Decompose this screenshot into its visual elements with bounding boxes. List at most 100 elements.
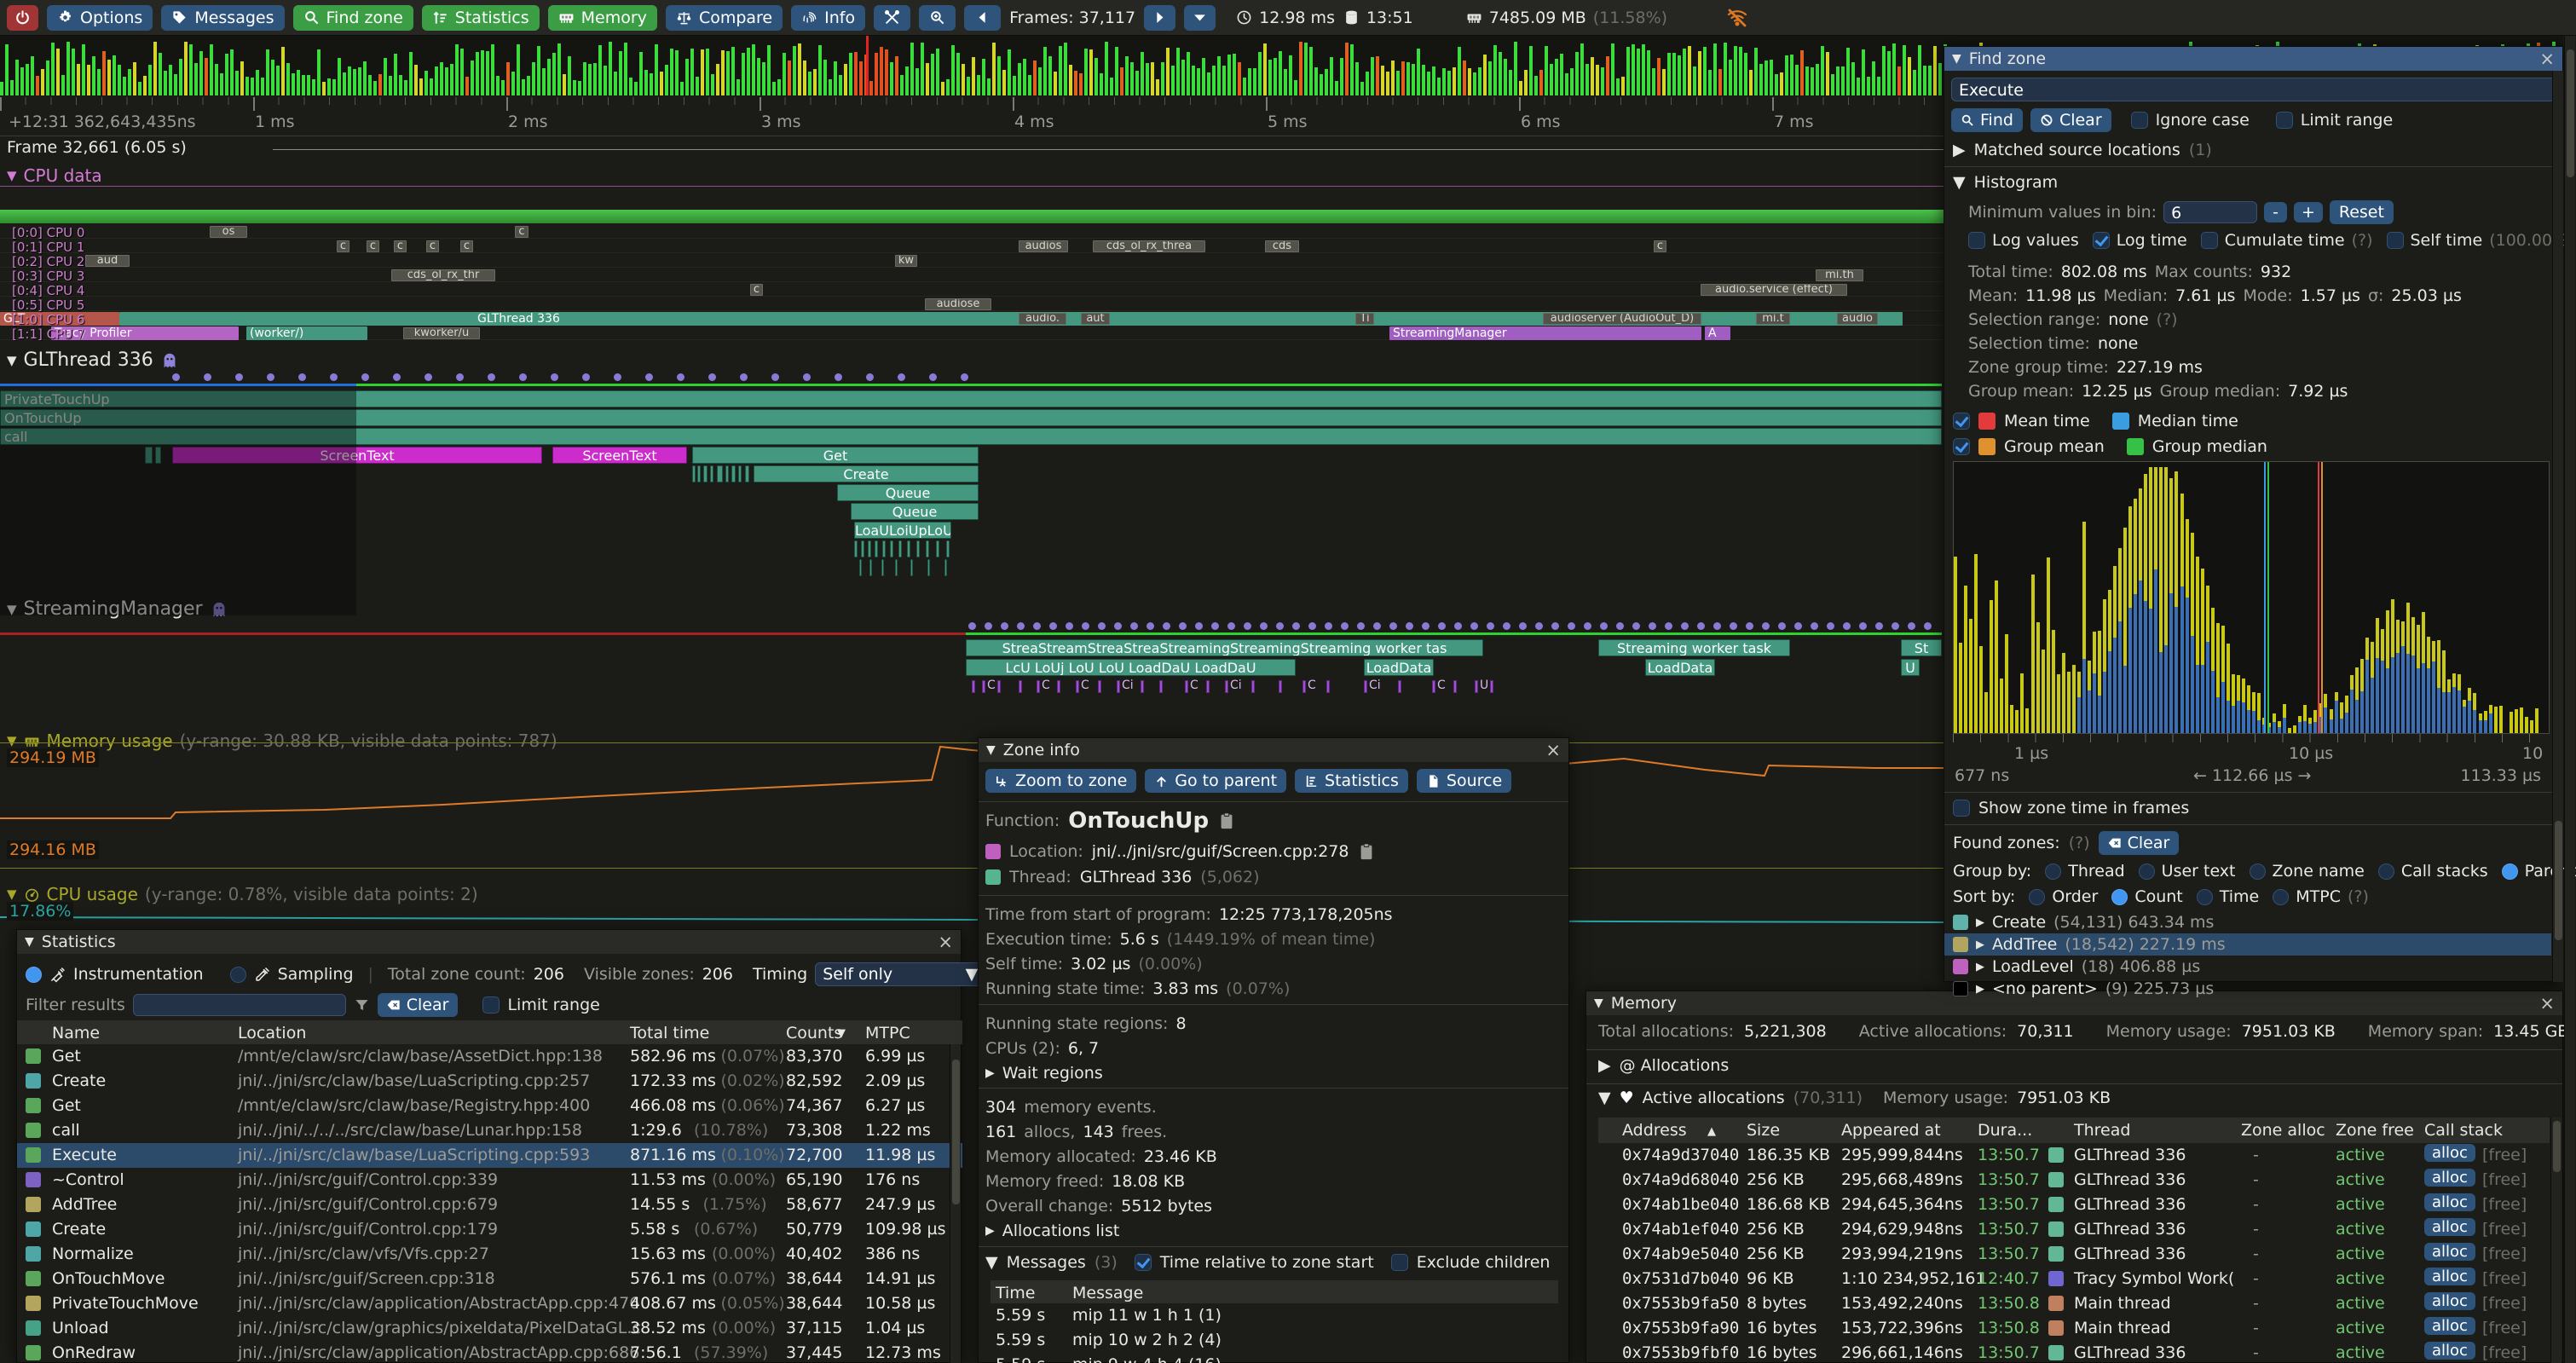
alloc-callstack-button[interactable]: alloc xyxy=(2424,1342,2475,1360)
found-zone-row[interactable]: ▶ <no parent> (9) 225.73 µs xyxy=(1944,978,2551,1000)
zone-bar[interactable]: LoadData xyxy=(1364,659,1434,676)
statistics-row[interactable]: ~Control jni/../jni/src/guif/Control.cpp:… xyxy=(17,1168,962,1193)
cpu-task-box[interactable]: cds_ol_rx_thr xyxy=(391,269,495,281)
zone-bar[interactable] xyxy=(692,465,696,482)
compare-button[interactable]: Compare xyxy=(665,4,783,31)
source-button[interactable]: Source xyxy=(1416,769,1512,793)
zone-bar[interactable] xyxy=(710,465,713,482)
statistics-row[interactable]: Unload jni/../jni/src/claw/graphics/pixel… xyxy=(17,1316,962,1341)
expander-icon[interactable]: ▶ xyxy=(1976,982,1984,996)
zone-bar[interactable]: Get xyxy=(692,447,979,464)
cpu-task-box[interactable]: mi.t xyxy=(1756,313,1790,325)
info-button[interactable]: Info xyxy=(791,4,866,31)
zone-bar[interactable] xyxy=(875,540,878,557)
statistics-row[interactable]: AddTree jni/../jni/src/guif/Control.cpp:6… xyxy=(17,1193,962,1217)
statistics-row[interactable]: Create jni/../jni/src/claw/base/LuaScript… xyxy=(17,1069,962,1094)
allocation-row[interactable]: 0x74ab9e5040 256 KB 293,994,219ns 13:50.7 GL… xyxy=(1598,1242,2550,1267)
timing-select[interactable]: Self only ▼ xyxy=(815,962,986,986)
matched-locations-expander[interactable]: ▶ Matched source locations (1) xyxy=(1953,141,2212,159)
timeline-scrollbar[interactable] xyxy=(2564,36,2575,1363)
zone-mark[interactable] xyxy=(1251,680,1255,693)
found-zone-row[interactable]: ▶ Create (54,131) 643.34 ms xyxy=(1944,911,2551,933)
zone-bar[interactable] xyxy=(745,465,749,482)
zone-bar[interactable] xyxy=(859,559,862,576)
message-row[interactable]: 5.59 s mip 10 w 2 h 2 (4) xyxy=(991,1328,1558,1353)
cpu-thread-segment[interactable] xyxy=(119,312,1903,326)
close-icon[interactable]: × xyxy=(2539,992,2555,1014)
statistics-row[interactable]: OnRedraw jni/../jni/src/claw/application/… xyxy=(17,1341,962,1363)
cpu-task-box[interactable]: c xyxy=(460,240,473,252)
memory-table-header[interactable]: Address ▲ Size Appeared at Dura... Threa… xyxy=(1598,1118,2550,1143)
zone-bar[interactable] xyxy=(703,465,708,482)
zone-bar[interactable] xyxy=(890,540,893,557)
zone-bar[interactable]: LoadData xyxy=(1645,659,1715,676)
memory-button[interactable]: Memory xyxy=(547,4,657,31)
alloc-callstack-button[interactable]: alloc xyxy=(2424,1193,2475,1211)
memory-titlebar[interactable]: ▼ Memory × xyxy=(1586,991,2562,1015)
expander-icon[interactable]: ▶ xyxy=(1976,915,1984,929)
statistics-titlebar[interactable]: ▼ Statistics × xyxy=(17,930,961,954)
zone-bar[interactable] xyxy=(145,447,153,464)
zone-bar[interactable]: call xyxy=(0,428,1942,445)
allocation-row[interactable]: 0x7553b9fa50 8 bytes 153,492,240ns 13:50.8 M… xyxy=(1598,1291,2550,1316)
zone-bar[interactable] xyxy=(717,465,723,482)
close-icon[interactable]: × xyxy=(2539,48,2555,69)
cpu-task-box[interactable]: c xyxy=(750,284,763,296)
cpu-task-box[interactable]: c xyxy=(426,240,439,252)
section-cpu-data[interactable]: ▼ CPU data xyxy=(7,165,102,186)
found-zone-row[interactable]: ▶ AddTree (18,542) 227.19 ms xyxy=(1944,933,2551,956)
zone-bar[interactable] xyxy=(725,465,729,482)
cpu-task-box[interactable]: audios xyxy=(1019,240,1068,252)
cpu-task-box[interactable]: audio. xyxy=(1019,313,1066,325)
zone-mark[interactable] xyxy=(1098,680,1101,693)
ignore-case-checkbox[interactable] xyxy=(2130,112,2148,129)
copy-icon[interactable] xyxy=(1357,842,1376,861)
zone-bar[interactable] xyxy=(731,465,736,482)
zone-mark[interactable] xyxy=(1432,680,1435,693)
cpu-task-box[interactable]: cds_ol_rx_threa xyxy=(1093,240,1205,252)
zone-mark[interactable] xyxy=(1117,680,1120,693)
alloc-callstack-button[interactable]: alloc xyxy=(2424,1317,2475,1335)
cpu-task-box[interactable]: Ti xyxy=(1355,313,1374,325)
zone-bar[interactable]: StreaStreamStreaStreaStreamingStreamingS… xyxy=(966,639,1483,656)
close-icon[interactable]: × xyxy=(1545,739,1561,760)
cpu-core-row[interactable]: aud kw [0:2] CPU 2 xyxy=(0,254,2563,269)
zone-bar[interactable] xyxy=(882,540,886,557)
allocation-row[interactable]: 0x7531d7b040 96 KB 1:10 234,952,161 12:40.7… xyxy=(1598,1267,2550,1291)
cpu-core-row[interactable]: c c c c c audios cds_ol_rx_threa cds c [0:1] CPU … xyxy=(0,240,2563,255)
zone-bar[interactable] xyxy=(898,540,902,557)
zone-bar[interactable]: OnTouchUp xyxy=(0,409,1942,426)
cpu-thread-segment[interactable]: Tracy Profiler xyxy=(51,326,239,340)
message-row[interactable]: 5.59 s mip 9 w 4 h 4 (16) xyxy=(991,1353,1558,1363)
cpu-task-box[interactable]: audio xyxy=(1837,313,1878,325)
statistics-row[interactable]: OnTouchMove jni/../jni/src/guif/Screen.cp… xyxy=(17,1267,962,1291)
statistics-button[interactable]: Statistics xyxy=(421,4,540,31)
find-zone-histogram[interactable] xyxy=(1953,461,2550,734)
zone-info-titlebar[interactable]: ▼ Zone info × xyxy=(979,738,1568,762)
options-button[interactable]: Options xyxy=(47,4,153,31)
thread-radio[interactable] xyxy=(2045,863,2062,880)
allocation-row[interactable]: 0x74ab1be040 186.68 KB 294,645,364ns 13:50.… xyxy=(1598,1193,2550,1217)
copy-icon[interactable] xyxy=(1217,811,1236,830)
zone-bar[interactable]: LoaULoiUpLoUp xyxy=(854,522,951,539)
find-zone-titlebar[interactable]: ▼ Find zone × xyxy=(1944,47,2562,71)
log-time-checkbox[interactable] xyxy=(2092,232,2110,249)
found-zone-row[interactable]: ▶ LoadLevel (18) 406.88 µs xyxy=(1944,956,2551,978)
cpu-task-box[interactable]: audioserver (AudioOut_D) xyxy=(1543,313,1701,325)
zone-mark[interactable] xyxy=(1076,680,1079,693)
zone-bar[interactable] xyxy=(910,559,913,576)
close-icon[interactable]: × xyxy=(938,931,953,952)
limit-range-checkbox[interactable] xyxy=(482,996,500,1014)
cpu-task-box[interactable]: audio.service (effect) xyxy=(1701,284,1847,296)
zone-mark[interactable] xyxy=(1141,680,1144,693)
cpu-thread-segment[interactable]: (worker/) xyxy=(246,326,367,340)
zone-bar[interactable]: Create xyxy=(754,465,979,482)
cpu-core-row[interactable]: c audio.service (effect) [0:4] CPU 4 xyxy=(0,283,2563,298)
expander-icon[interactable]: ▶ xyxy=(1976,938,1984,951)
zone-bar[interactable] xyxy=(946,540,950,557)
message-row[interactable]: 5.59 s mip 11 w 1 h 1 (1) xyxy=(991,1303,1558,1328)
log-values-checkbox[interactable] xyxy=(1968,232,1985,249)
cpu-task-box[interactable]: cds xyxy=(1265,240,1299,252)
show-zone-time-checkbox[interactable] xyxy=(1953,800,1970,817)
zone-bar[interactable]: ScreenText xyxy=(552,447,687,464)
